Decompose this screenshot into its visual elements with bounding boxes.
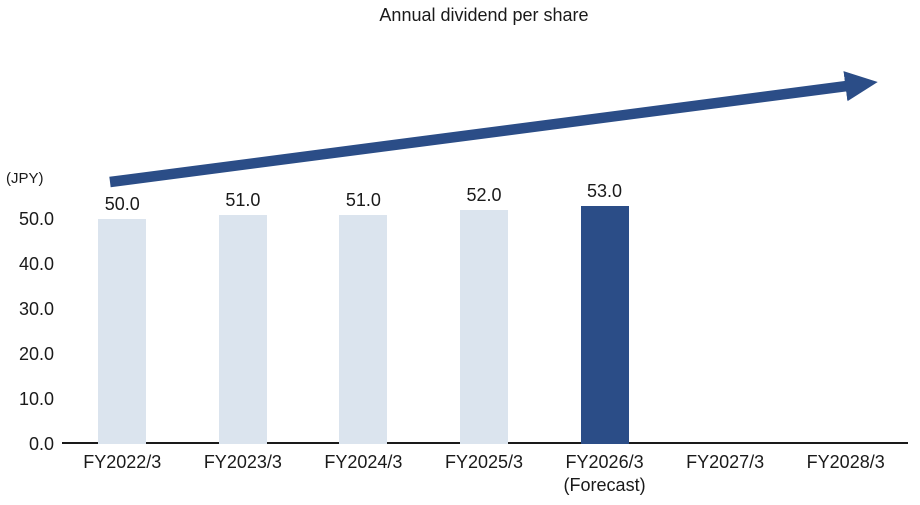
- x-axis-label-line1: FY2027/3: [686, 452, 765, 472]
- y-tick-label: 20.0: [18, 344, 54, 364]
- chart-title: Annual dividend per share: [379, 5, 589, 25]
- bar-fy2025-3: [460, 210, 508, 444]
- y-tick-label: 0.0: [28, 434, 54, 454]
- bar-value-label: 52.0: [466, 185, 502, 205]
- x-axis-label-line1: FY2028/3: [806, 452, 885, 472]
- x-axis-label: FY2027/3: [663, 451, 787, 474]
- bar-fy2023-3: [218, 214, 267, 444]
- bar-fy2024-3: [339, 214, 388, 444]
- x-axis-label-line1: FY2024/3: [324, 452, 403, 472]
- x-axis-label-line1: FY2023/3: [203, 452, 282, 472]
- y-axis-unit-label: (JPY): [6, 170, 44, 187]
- x-axis-label: FY2023/3: [181, 451, 305, 474]
- bar-value-label: 51.0: [345, 189, 381, 210]
- x-axis-label-line1: FY2026/3: [565, 452, 644, 472]
- bar-value-label: 50.0: [104, 194, 140, 214]
- bar-value-label: 53.0: [587, 180, 623, 201]
- bar-fy2026-3: [580, 205, 629, 444]
- y-tick-label: 50.0: [18, 209, 54, 229]
- y-tick-label: 40.0: [18, 254, 54, 274]
- bar-fy2022-3: [98, 219, 147, 444]
- x-axis-label: FY2025/3: [422, 451, 546, 474]
- bar-value-label: 51.0: [225, 189, 261, 210]
- x-axis-label: FY2022/3: [60, 451, 184, 474]
- y-tick-label: 30.0: [18, 299, 54, 319]
- x-axis-label-line1: FY2025/3: [444, 452, 524, 472]
- y-tick-label: 10.0: [18, 389, 54, 409]
- x-axis-label: FY2026/3 (Forecast): [543, 451, 667, 497]
- trend-arrow-shaft: [109, 71, 878, 188]
- x-axis-label: FY2028/3: [784, 451, 908, 474]
- x-axis-label-line1: FY2022/3: [83, 452, 162, 472]
- x-axis-label: FY2024/3: [301, 451, 425, 474]
- x-axis-label-line2: (Forecast): [563, 475, 646, 495]
